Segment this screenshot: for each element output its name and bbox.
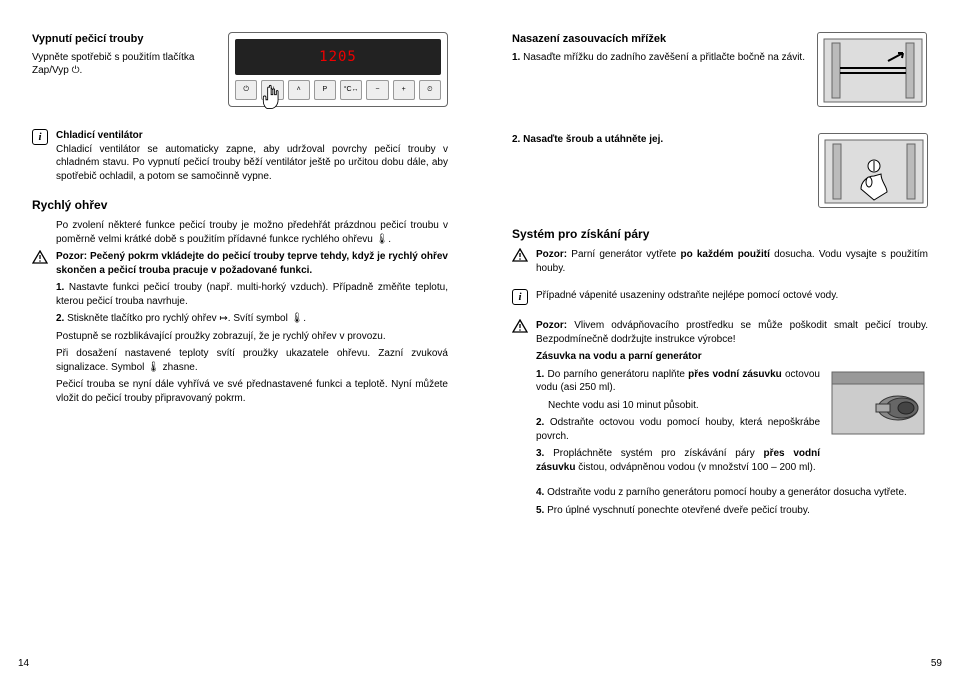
- steam-s2: Odstraňte octovou vodu pomocí houby, kte…: [536, 417, 820, 442]
- hand-icon: [259, 84, 285, 114]
- screw-install-icon: [819, 134, 929, 209]
- quick-warn-text: Pozor: Pečený pokrm vkládejte do pečicí …: [56, 250, 448, 409]
- steam-warn2a: Pozor:: [536, 320, 567, 331]
- steam-warn1b: Parní generátor vytřete po každém použit…: [536, 249, 928, 274]
- quickheat-block: Po zvolení některé funkce pečicí trouby …: [32, 219, 448, 246]
- panel-btn-plus: +: [393, 80, 415, 100]
- warning-icon: [512, 248, 528, 262]
- grille-num: 1.: [512, 52, 520, 63]
- steam-warn1a: Pozor:: [536, 249, 567, 260]
- steam-warn2-block: Pozor: Vlivem odvápňovacího prostředku s…: [536, 319, 928, 521]
- steam-s4: Odstraňte vodu z parního generátoru pomo…: [547, 487, 907, 498]
- steam-warn2-row: Pozor: Vlivem odvápňovacího prostředku s…: [512, 319, 928, 521]
- grille-illustration-2: [818, 133, 928, 208]
- info-icon: i: [32, 129, 48, 145]
- fan-text-block: Chladicí ventilátor Chladicí ventilátor …: [56, 129, 448, 183]
- panel-btn-p: P: [314, 80, 336, 100]
- grille-section: Nasazení zasouvacích mřížek 1. Nasaďte m…: [512, 32, 928, 107]
- steam-warn1-row: Pozor: Parní generátor vytřete po každém…: [512, 248, 928, 275]
- quickheat-title: Rychlý ohřev: [32, 197, 448, 213]
- page-right: Nasazení zasouvacích mřížek 1. Nasaďte m…: [480, 0, 960, 682]
- oven-display-illustration: 1205 ⏻ ˅ ˄ P °C↔ − + ⏲: [228, 32, 448, 107]
- screw-section: 2. Nasaďte šroub a utáhněte jej.: [512, 133, 928, 208]
- quick-step1: Nastavte funkci pečicí trouby (např. mul…: [56, 282, 448, 307]
- screw-step: 2. Nasaďte šroub a utáhněte jej.: [512, 134, 663, 145]
- fan-title: Chladicí ventilátor: [56, 130, 143, 141]
- steam-info-row: i Případné vápenité usazeniny odstraňte …: [512, 289, 928, 305]
- steam-info-text: Případné vápenité usazeniny odstraňte ne…: [536, 289, 838, 305]
- grille-step1: Nasaďte mřížku do zadního zavěšení a při…: [523, 52, 805, 63]
- grille-illustration-1: [817, 32, 927, 107]
- turnoff-text: Vypnutí pečicí trouby Vypněte spotřebič …: [32, 32, 216, 107]
- quick-step2: Stiskněte tlačítko pro rychlý ohřev ↦. S…: [67, 313, 306, 324]
- panel-btn-timer: ⏲: [419, 80, 441, 100]
- steam-s1: Do parního generátoru naplňte přes vodní…: [536, 369, 820, 394]
- water-inlet-illustration: [828, 368, 928, 438]
- panel-btn-temp: °C↔: [340, 80, 362, 100]
- info-icon: i: [512, 289, 528, 305]
- steam-steps-text: 1. Do parního generátoru naplňte přes vo…: [536, 368, 820, 479]
- panel-btn-power: ⏻: [235, 80, 257, 100]
- turnoff-para: Vypněte spotřebič s použitím tlačítka Za…: [32, 51, 216, 78]
- panel-btn-up: ˄: [288, 80, 310, 100]
- steam-subtitle: Zásuvka na vodu a parní generátor: [536, 350, 928, 364]
- section-turnoff: Vypnutí pečicí trouby Vypněte spotřebič …: [32, 32, 448, 107]
- quick-intro: Po zvolení některé funkce pečicí trouby …: [56, 219, 448, 246]
- grille-title: Nasazení zasouvacích mřížek: [512, 32, 805, 47]
- water-inlet-icon: [828, 368, 928, 438]
- quick-p2: Postupně se rozblikávající proužky zobra…: [56, 330, 448, 344]
- steam-warn2b: Vlivem odvápňovacího prostředku se může …: [536, 320, 928, 345]
- turnoff-title: Vypnutí pečicí trouby: [32, 32, 216, 47]
- page-number-left: 14: [18, 657, 29, 671]
- display-screen: 1205: [235, 39, 441, 75]
- steam-steps-row: 1. Do parního generátoru naplňte přes vo…: [536, 368, 928, 479]
- screw-text: 2. Nasaďte šroub a utáhněte jej.: [512, 133, 806, 208]
- steam-s3: Propláchněte systém pro získávání páry p…: [536, 448, 820, 473]
- grille-text: Nasazení zasouvacích mřížek 1. Nasaďte m…: [512, 32, 805, 107]
- quick-p3: Při dosažení nastavené teploty svítí pro…: [56, 347, 448, 374]
- quick-p4: Pečicí trouba se nyní dále vyhřívá ve sv…: [56, 378, 448, 405]
- panel-btn-minus: −: [366, 80, 388, 100]
- steam-s5: Pro úplné vyschnutí ponechte otevřené dv…: [547, 505, 810, 516]
- oven-rack-icon: [818, 33, 928, 108]
- steam-s1b: Nechte vodu asi 10 minut působit.: [536, 399, 820, 413]
- quick-warn: Pozor: Pečený pokrm vkládejte do pečicí …: [56, 251, 448, 276]
- display-time: 1205: [319, 48, 357, 67]
- steam-title: Systém pro získání páry: [512, 226, 928, 242]
- quick-warn-row: Pozor: Pečený pokrm vkládejte do pečicí …: [32, 250, 448, 409]
- fan-text: Chladicí ventilátor se automaticky zapne…: [56, 144, 448, 182]
- warning-icon: [32, 250, 48, 264]
- warning-icon: [512, 319, 528, 333]
- fan-section: i Chladicí ventilátor Chladicí ventiláto…: [32, 129, 448, 183]
- steam-warn1-text: Pozor: Parní generátor vytřete po každém…: [536, 248, 928, 275]
- page-number-right: 59: [931, 657, 942, 671]
- page-left: Vypnutí pečicí trouby Vypněte spotřebič …: [0, 0, 480, 682]
